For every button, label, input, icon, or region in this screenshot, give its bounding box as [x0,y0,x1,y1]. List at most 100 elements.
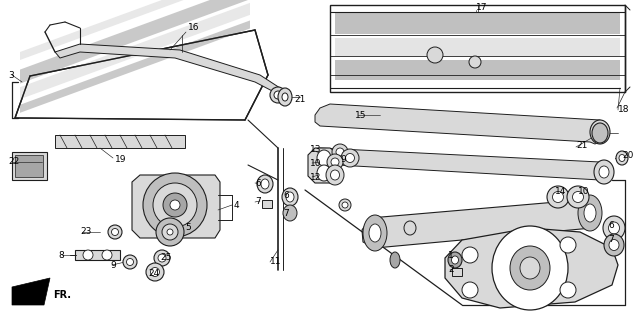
Bar [452,268,462,276]
Ellipse shape [584,204,596,222]
Polygon shape [315,104,608,144]
Ellipse shape [163,193,187,217]
Ellipse shape [332,144,348,160]
Ellipse shape [156,218,184,246]
Ellipse shape [317,165,331,181]
Ellipse shape [282,188,298,206]
Ellipse shape [143,173,207,237]
Ellipse shape [469,56,481,68]
Text: 7: 7 [608,236,614,244]
Text: 7: 7 [283,209,289,219]
Text: 20: 20 [622,151,634,159]
Ellipse shape [595,126,605,138]
Ellipse shape [560,282,576,298]
Ellipse shape [560,237,576,253]
Ellipse shape [111,228,118,236]
Ellipse shape [547,186,569,208]
Text: 24: 24 [148,270,159,278]
Text: 8: 8 [58,250,64,260]
Text: 2: 2 [448,266,454,274]
Ellipse shape [604,234,624,256]
Ellipse shape [590,120,610,144]
Ellipse shape [462,282,478,298]
Ellipse shape [274,91,282,99]
Ellipse shape [510,246,550,290]
Text: 3: 3 [8,71,13,79]
Text: 17: 17 [476,3,488,13]
Ellipse shape [326,165,344,185]
Ellipse shape [390,252,400,268]
Ellipse shape [83,250,93,260]
Text: 4: 4 [234,201,239,209]
Ellipse shape [427,47,443,63]
Text: 10: 10 [578,187,589,197]
Ellipse shape [154,250,170,266]
Ellipse shape [567,186,589,208]
Ellipse shape [599,166,609,178]
Polygon shape [335,60,620,80]
Ellipse shape [339,199,351,211]
Ellipse shape [286,192,294,202]
Polygon shape [445,228,618,308]
Polygon shape [308,148,340,183]
Ellipse shape [336,148,344,156]
Text: 7: 7 [255,198,260,207]
Ellipse shape [573,192,584,203]
Ellipse shape [404,221,416,235]
Ellipse shape [616,151,628,165]
Text: 1: 1 [448,251,454,261]
Polygon shape [75,250,120,260]
Ellipse shape [127,259,134,266]
Ellipse shape [162,224,178,240]
Ellipse shape [170,200,180,210]
Text: 13: 13 [310,146,321,154]
Ellipse shape [592,123,608,143]
Polygon shape [335,38,620,56]
Text: FR.: FR. [53,290,71,300]
Polygon shape [330,5,625,92]
Polygon shape [20,3,250,99]
Ellipse shape [257,175,273,193]
Polygon shape [20,0,250,83]
Text: 21: 21 [576,140,588,150]
Ellipse shape [278,88,292,106]
Polygon shape [55,44,280,94]
Text: 23: 23 [80,227,92,237]
Bar [12,152,47,180]
Text: 6: 6 [255,179,260,187]
Text: 6: 6 [283,192,289,201]
Ellipse shape [270,87,286,103]
Ellipse shape [158,254,166,262]
Ellipse shape [150,267,159,277]
Ellipse shape [102,250,112,260]
Ellipse shape [342,202,348,208]
Text: 9: 9 [340,156,346,164]
Ellipse shape [448,252,462,268]
Text: 21: 21 [294,95,305,105]
Ellipse shape [603,216,625,240]
Ellipse shape [108,225,122,239]
Text: 15: 15 [355,111,367,119]
Ellipse shape [283,205,297,221]
Ellipse shape [552,192,563,203]
Ellipse shape [619,154,625,162]
Ellipse shape [594,160,614,184]
Ellipse shape [331,158,339,166]
Text: 22: 22 [8,158,19,167]
Polygon shape [15,30,268,120]
Polygon shape [20,20,250,113]
Ellipse shape [369,224,381,242]
Polygon shape [362,200,595,248]
Ellipse shape [153,183,197,227]
Text: 11: 11 [270,257,282,266]
Ellipse shape [520,257,540,279]
Ellipse shape [363,215,387,251]
Polygon shape [315,148,610,180]
Ellipse shape [609,222,620,234]
Text: 5: 5 [185,224,191,232]
Text: 16: 16 [188,24,200,32]
Polygon shape [335,12,620,34]
Ellipse shape [327,154,343,170]
Ellipse shape [462,247,478,263]
Polygon shape [55,135,185,148]
